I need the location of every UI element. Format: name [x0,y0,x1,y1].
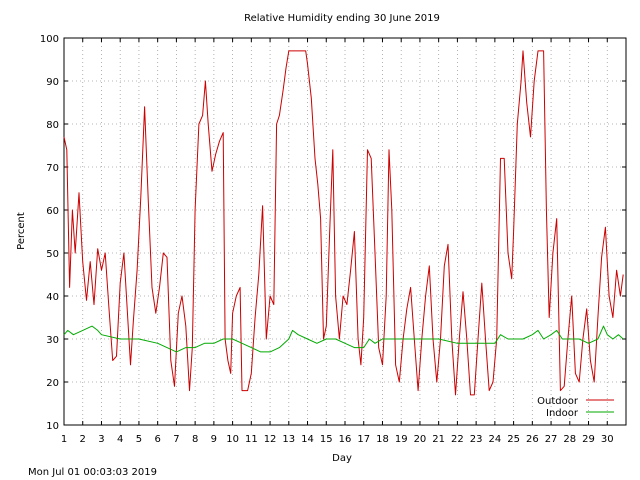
x-tick-label: 3 [98,434,104,445]
y-tick-label: 90 [46,77,59,88]
x-tick-label: 8 [192,434,198,445]
x-tick-label: 5 [136,434,142,445]
x-tick-label: 1 [61,434,67,445]
x-tick-label: 22 [451,434,464,445]
y-tick-label: 80 [46,120,59,131]
x-tick-label: 10 [226,434,239,445]
x-tick-label: 15 [320,434,333,445]
x-axis-label: Day [332,453,352,464]
x-tick-label: 21 [432,434,445,445]
y-tick-label: 50 [46,249,59,260]
x-tick-label: 23 [470,434,483,445]
series-line-outdoor [63,50,624,396]
x-tick-label: 20 [414,434,427,445]
x-tick-label: 13 [282,434,295,445]
legend-label-outdoor: Outdoor [537,396,579,407]
footer-timestamp: Mon Jul 01 00:03:03 2019 [28,467,157,478]
plot-frame [63,37,627,426]
x-tick-label: 24 [488,434,501,445]
y-tick-label: 70 [46,163,59,174]
x-tick-label: 12 [264,434,277,445]
chart-title: Relative Humidity ending 30 June 2019 [244,13,440,24]
x-tick-label: 28 [563,434,576,445]
x-tick-label: 2 [80,434,86,445]
y-tick-label: 100 [40,34,59,45]
x-tick-label: 7 [173,434,179,445]
x-tick-label: 6 [154,434,160,445]
x-tick-label: 17 [357,434,370,445]
grid [64,38,626,425]
y-tick-label: 30 [46,335,59,346]
y-tick-label: 40 [46,292,59,303]
x-tick-label: 30 [601,434,614,445]
x-tick-label: 9 [211,434,217,445]
x-tick-label: 18 [376,434,389,445]
series-layer [63,50,624,396]
legend: Outdoor Indoor [537,396,614,419]
legend-label-indoor: Indoor [546,408,579,419]
y-tick-label: 20 [46,378,59,389]
x-tick-label: 26 [526,434,539,445]
x-tick-label: 16 [339,434,352,445]
x-tick-label: 11 [245,434,258,445]
x-tick-label: 4 [117,434,123,445]
series-line-indoor [63,325,624,353]
x-tick-label: 27 [545,434,558,445]
x-tick-label: 14 [301,434,314,445]
y-tick-label: 60 [46,206,59,217]
x-tick-label: 29 [582,434,595,445]
x-tick-label: 25 [507,434,520,445]
x-tick-label: 19 [395,434,408,445]
y-tick-label: 10 [46,421,59,432]
y-axis-label: Percent [16,212,27,250]
